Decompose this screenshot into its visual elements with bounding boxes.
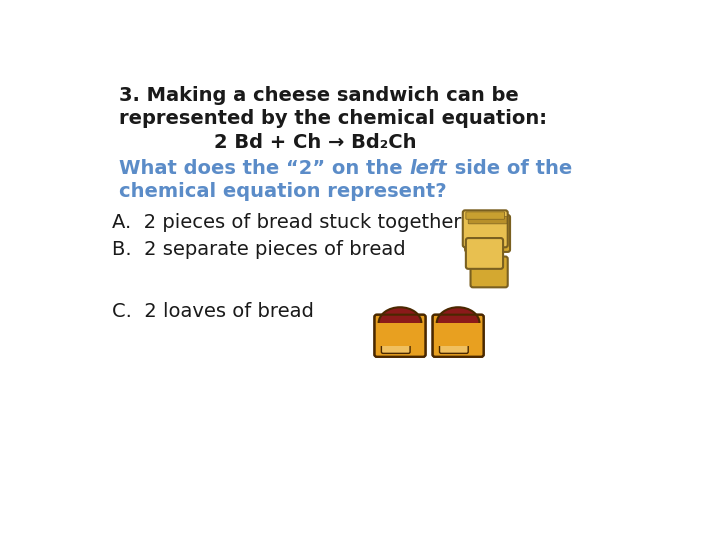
FancyBboxPatch shape [466,212,505,219]
FancyBboxPatch shape [374,315,426,357]
FancyBboxPatch shape [465,215,510,252]
Text: side of the: side of the [448,159,572,178]
FancyBboxPatch shape [433,315,484,357]
Text: C.  2 loaves of bread: C. 2 loaves of bread [112,302,314,321]
Text: A.  2 pieces of bread stuck together: A. 2 pieces of bread stuck together [112,213,462,232]
Text: chemical equation represent?: chemical equation represent? [120,182,447,201]
FancyBboxPatch shape [466,238,503,269]
Text: What does the “2” on the: What does the “2” on the [120,159,410,178]
Text: represented by the chemical equation:: represented by the chemical equation: [120,110,547,129]
Text: 3. Making a cheese sandwich can be: 3. Making a cheese sandwich can be [120,86,519,105]
FancyBboxPatch shape [435,323,482,346]
FancyBboxPatch shape [439,319,468,353]
FancyBboxPatch shape [377,323,423,346]
Ellipse shape [437,307,480,339]
Text: left: left [410,159,448,178]
Text: 2 Bd + Ch → Bd₂Ch: 2 Bd + Ch → Bd₂Ch [214,132,416,152]
FancyBboxPatch shape [471,256,508,287]
FancyBboxPatch shape [382,319,410,353]
Ellipse shape [379,307,421,339]
Text: B.  2 separate pieces of bread: B. 2 separate pieces of bread [112,240,405,259]
FancyBboxPatch shape [463,211,508,247]
FancyBboxPatch shape [468,217,507,224]
